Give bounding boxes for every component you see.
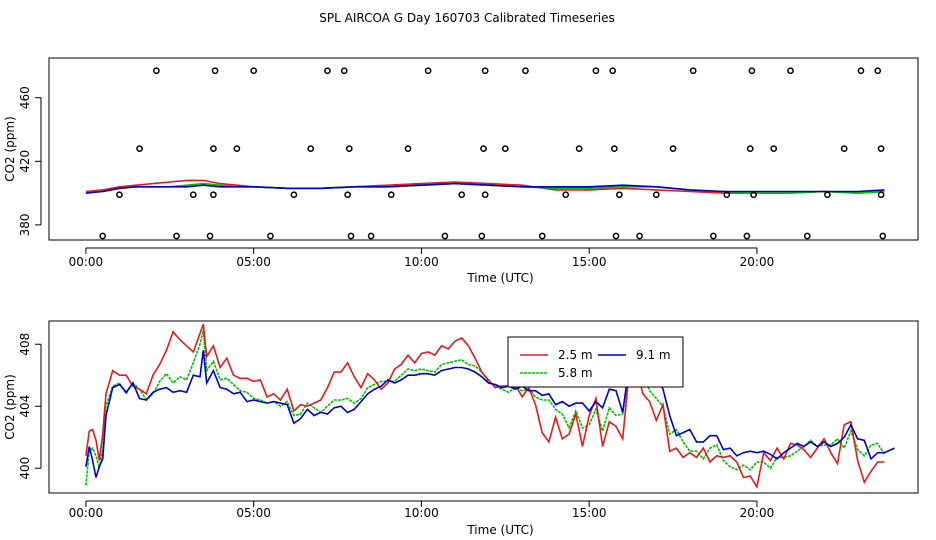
scatter-point	[458, 191, 466, 199]
plot-frame	[48, 320, 919, 494]
scatter-point	[743, 232, 751, 240]
scatter-point	[748, 67, 756, 75]
scatter-point	[153, 67, 160, 75]
y-tick-label: 380	[18, 213, 32, 236]
x-tick-label: 05:00	[236, 506, 271, 520]
scatter-point	[877, 145, 885, 152]
scatter-point	[210, 145, 217, 152]
scatter-point	[387, 191, 395, 199]
scatter-point	[233, 145, 241, 152]
scatter-point	[481, 191, 489, 199]
scatter-point	[173, 232, 180, 240]
scatter-point	[210, 191, 217, 199]
top-panel: 00:00 05:00 10:00 15:00 20:00 Time (UTC) 380 42…	[3, 57, 919, 285]
scatter-point	[746, 145, 754, 152]
scatter-point	[324, 67, 331, 75]
y-axis-label: CO2 (ppm)	[3, 116, 17, 182]
x-tick-label: 00:00	[69, 506, 104, 520]
scatter-point	[478, 232, 486, 240]
scatter-point	[770, 145, 778, 152]
scatter-point	[404, 145, 412, 152]
series-line-5-8-m	[85, 330, 886, 486]
x-tick-label: 10:00	[404, 506, 439, 520]
scatter-point	[669, 145, 677, 152]
scatter-point	[136, 145, 143, 152]
scatter-point	[857, 67, 865, 75]
legend-label: 2.5 m	[558, 348, 593, 362]
scatter-point	[538, 232, 546, 240]
legend-label: 5.8 m	[558, 366, 593, 380]
scatter-point	[522, 67, 529, 75]
scatter-point	[480, 145, 487, 152]
scatter-point	[874, 67, 882, 75]
y-tick-label: 408	[18, 333, 32, 356]
scatter-point	[612, 232, 620, 240]
scatter-point	[709, 232, 717, 240]
x-tick-label: 10:00	[404, 255, 439, 269]
x-tick-label: 20:00	[740, 506, 775, 520]
x-axis-label: Time (UTC)	[466, 523, 533, 537]
scatter-point	[636, 232, 643, 240]
bottom-panel: 00:00 05:00 10:00 15:00 20:00 Time (UTC) 400 40…	[3, 320, 919, 537]
series-line-2-5-m	[85, 323, 885, 489]
scatter-point	[206, 232, 214, 240]
x-tick-label: 15:00	[572, 506, 607, 520]
series-line-9-1-m	[85, 182, 885, 194]
series-line-9-1-m	[85, 350, 895, 478]
scatter-point	[347, 232, 355, 240]
y-tick-label: 460	[18, 86, 32, 109]
scatter-point	[99, 232, 107, 240]
scatter-point	[340, 67, 348, 75]
scatter-point	[723, 191, 731, 199]
scatter-point	[441, 232, 449, 240]
scatter-point	[879, 232, 887, 240]
scatter-point	[367, 232, 375, 240]
scatter-point	[250, 67, 258, 75]
y-tick-label: 420	[18, 150, 32, 173]
y-axis-label: CO2 (ppm)	[3, 374, 17, 440]
scatter-point	[840, 145, 848, 152]
scatter-point	[307, 145, 315, 152]
x-tick-label: 15:00	[572, 255, 607, 269]
scatter-point	[424, 67, 432, 75]
x-axis-label: Time (UTC)	[466, 271, 533, 285]
scatter-point	[501, 145, 509, 152]
scatter-point	[750, 191, 757, 199]
x-tick-label: 00:00	[69, 255, 104, 269]
scatter-point	[344, 191, 351, 199]
scatter-point	[211, 67, 219, 75]
scatter-point	[189, 191, 197, 199]
scatter-point	[562, 191, 570, 199]
scatter-point	[345, 145, 353, 152]
scatter-point	[803, 232, 811, 240]
scatter-point	[290, 191, 298, 199]
scatter-point	[616, 191, 623, 199]
scatter-point	[575, 145, 583, 152]
x-tick-label: 05:00	[236, 255, 271, 269]
legend-label: 9.1 m	[636, 348, 671, 362]
x-tick-label: 20:00	[740, 255, 775, 269]
figure-title: SPL AIRCOA G Day 160703 Calibrated Times…	[319, 11, 614, 25]
scatter-point	[267, 232, 274, 240]
legend-box	[507, 336, 684, 388]
scatter-point	[609, 67, 617, 75]
scatter-point	[787, 67, 794, 75]
scatter-point	[116, 191, 123, 199]
scatter-point	[592, 67, 600, 75]
scatter-point	[652, 191, 660, 199]
y-tick-label: 400	[18, 457, 32, 480]
scatter-point	[689, 67, 697, 75]
scatter-point	[824, 191, 831, 199]
plot-frame	[48, 57, 919, 241]
scatter-point	[481, 67, 489, 75]
scatter-point	[611, 145, 618, 152]
scatter-point	[877, 191, 885, 199]
y-tick-label: 404	[18, 395, 32, 418]
